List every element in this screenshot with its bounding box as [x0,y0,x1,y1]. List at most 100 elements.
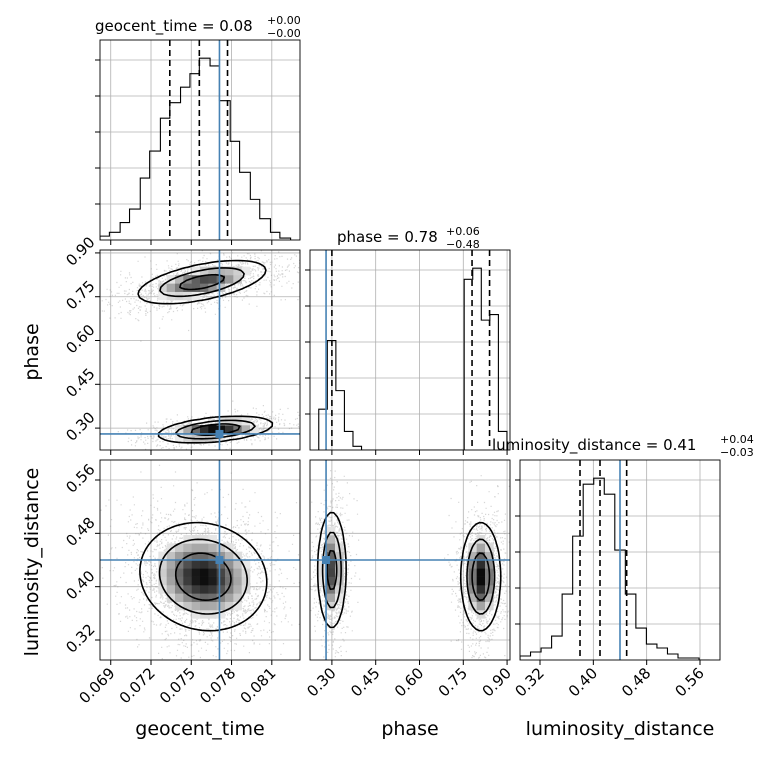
y-tick-label: 0.30 [62,408,98,444]
density-cell [233,560,242,569]
truth-marker [215,556,224,564]
density-cell [208,568,217,577]
x-tick-label: 0.081 [237,664,280,707]
density-cell [335,568,344,577]
density-cell [175,275,184,284]
y-tick-label: 0.90 [62,233,98,269]
density-cell [166,576,176,586]
density-cell [241,266,251,276]
panel-border [99,249,301,451]
title-name-geocent-time: geocent_time [95,17,197,36]
contour-level-1 [158,538,248,615]
density-cell [241,425,251,434]
density-cell [216,275,226,284]
panel-title-luminosity-distance: luminosity_distance = 0.41 +0.04 −0.03 [492,433,754,459]
histogram-panel-luminosity-distance: 0.32 0.40 0.48 0.56 [511,459,721,700]
x-tick-label: 0.32 [511,664,547,700]
density-cell [183,601,192,611]
density-cell [166,560,176,569]
density-cell [191,610,201,619]
density-cell [200,266,209,276]
density-cell [216,585,226,594]
y-tick-label: 0.75 [62,277,98,313]
density-cell [216,560,226,569]
y-axis-label-luminosity-distance: luminosity_distance [21,468,43,657]
density-cell [233,266,242,276]
panels-layer: 0.32 0.40 0.48 0.560.300.450.600.750.900.06… [62,39,721,707]
histogram-steps [100,57,292,240]
panel-title-phase: phase = 0.78 +0.06 −0.48 [337,225,480,251]
x-tick-label: 0.078 [196,664,239,707]
density-cell [200,568,209,577]
density-cell [191,568,201,577]
density-cell [191,543,201,552]
density-cell [183,576,192,586]
density-cell [208,585,217,594]
density-cell [468,585,477,594]
density-cell [241,576,251,586]
density-cell [225,266,234,276]
density-cell [216,610,226,619]
density-cell [183,543,192,552]
density-cell [216,601,226,611]
density-cell [183,593,192,602]
density-cell [175,576,184,586]
density-cell [326,551,336,561]
density-cell [485,551,494,561]
title-minus-geocent-time: −0.00 [267,27,301,40]
density-cell [335,560,344,569]
contour-level-0 [316,511,502,632]
joint-panel-geocent-time-vs-phase: 0.30 0.45 0.60 0.75 0.90 [62,233,301,455]
title-median-luminosity-distance: 0.41 [663,436,696,454]
x-axis-label-phase: phase [381,718,438,740]
density-cell [326,601,336,611]
density-cell [175,585,184,594]
density-cell [225,425,234,434]
density-cell [175,433,184,442]
density-cell [166,585,176,594]
svg-text:luminosity_distance = 0.41: luminosity_distance = 0.41 [492,436,696,455]
sample-scatter [310,470,510,660]
density-cell [485,585,494,594]
density-cell [183,585,192,594]
density-cell [183,535,192,544]
density-cell [191,291,201,301]
density-cell [326,593,336,602]
panel-border [309,249,511,451]
density-cell [225,576,234,586]
density-cell [216,543,226,552]
density-cell [158,576,167,586]
y-tick-label: 0.60 [62,321,98,357]
density-cell [335,593,344,602]
svg-text:phase = 0.78: phase = 0.78 [337,228,438,246]
density-cell [200,275,209,284]
density-cell [175,593,184,602]
density-cell [158,551,167,561]
title-plus-geocent-time: +0.00 [267,14,301,27]
histogram-panel-phase [305,249,511,455]
density-cell [225,275,234,284]
density-cell [241,560,251,569]
density-cell [175,543,184,552]
density-cell [191,601,201,611]
x-tick-label: 0.30 [303,664,339,700]
density-cell [200,585,209,594]
density-cell [326,560,336,569]
density-cell [335,576,344,586]
x-axis-label-luminosity-distance: luminosity_distance [526,718,715,740]
density-cell [485,593,494,602]
density-cell [476,568,486,577]
density-cell [326,568,336,577]
density-cell [326,576,336,586]
y-axis-label-phase: phase [21,323,43,380]
title-minus-luminosity-distance: −0.03 [720,446,754,459]
density-cell [225,551,234,561]
contour-level-0 [139,521,268,632]
density-cell [335,551,344,561]
contour-level-1 [159,267,256,440]
x-tick-label: 0.48 [618,664,654,700]
density-cell [233,585,242,594]
density-cell [233,576,242,586]
x-tick-label: 0.75 [435,664,471,700]
panel-border [99,459,301,661]
